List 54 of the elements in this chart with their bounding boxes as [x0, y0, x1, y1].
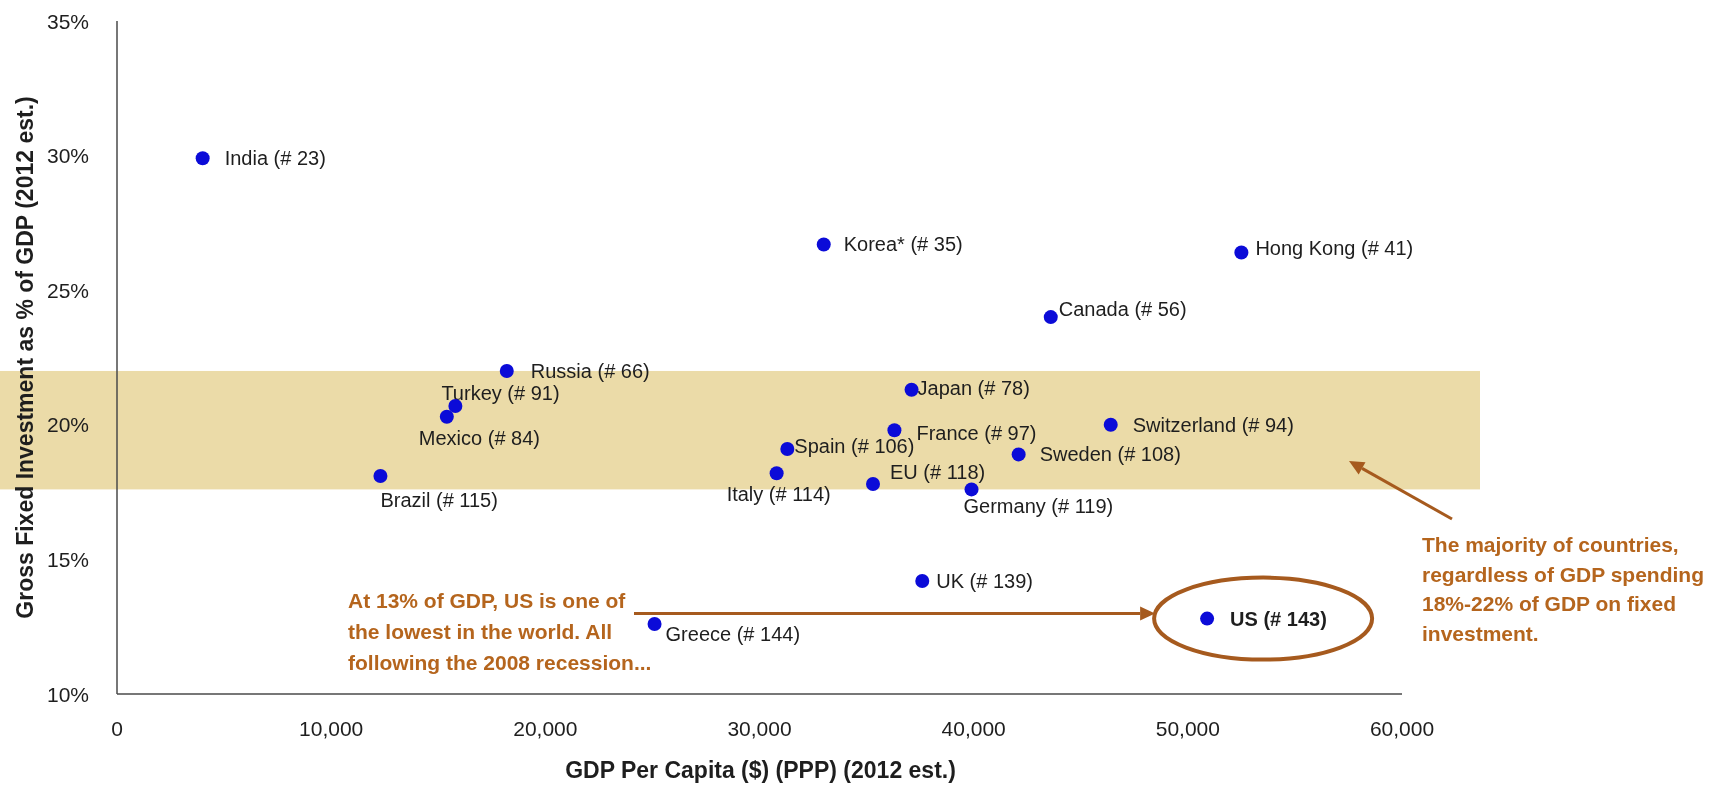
point	[780, 442, 795, 457]
x-tick-label: 40,000	[941, 716, 1006, 740]
point	[439, 409, 454, 424]
annotation: Brazil (# 115)	[380, 488, 498, 511]
annotation: Italy (# 114)	[726, 483, 831, 506]
point	[373, 468, 388, 483]
point	[1234, 245, 1249, 260]
annotation: UK (# 139)	[936, 569, 1033, 592]
point	[499, 363, 514, 378]
annotation: Korea* (# 35)	[843, 233, 963, 256]
point	[915, 573, 930, 588]
x-tick-label: 20,000	[513, 716, 578, 740]
point	[195, 151, 210, 166]
point	[887, 423, 902, 438]
y-axis-title: Gross Fixed Investment as % of GDP (2012 est.)	[12, 96, 38, 619]
point	[866, 477, 881, 492]
point	[1043, 310, 1058, 325]
x-tick-label: 50,000	[1155, 716, 1220, 740]
annotation: US (# 143)	[1230, 607, 1327, 630]
annotation: Turkey (# 91)	[441, 381, 560, 404]
point	[1103, 417, 1118, 432]
x-tick-label: 60,000	[1369, 716, 1435, 740]
y-tick-label: 20%	[46, 413, 89, 437]
annotation: Germany (# 119)	[963, 495, 1114, 518]
annotation: EU (# 118)	[890, 461, 986, 484]
x-tick-label: 10,000	[299, 716, 364, 740]
x-tick-label: 0	[111, 716, 123, 740]
annotation: Mexico (# 84)	[418, 426, 540, 449]
point	[647, 617, 662, 632]
band-label: The majority of countries, regardless of GDP spending 18%-22% of GDP on fixed investment.	[1422, 532, 1705, 645]
point	[1200, 611, 1215, 626]
y-tick-label: 15%	[46, 547, 89, 571]
annotation: At 13% of GDP, US is one of the lowest in the world. All following the 2008 recession...	[348, 588, 652, 674]
point	[769, 466, 784, 481]
point	[904, 382, 919, 397]
x-axis-title: GDP Per Capita ($) (PPP) (2012 est.)	[565, 757, 956, 783]
annotation: Spain (# 106)	[794, 435, 915, 458]
annotation: Hong Kong (# 41)	[1255, 236, 1414, 259]
y-tick-label: 10%	[46, 682, 89, 706]
annotation: Sweden (# 108)	[1039, 443, 1181, 466]
y-tick-label: 35%	[46, 9, 89, 33]
point	[964, 482, 979, 497]
annotation: Canada (# 56)	[1058, 298, 1187, 321]
y-tick-label: 25%	[46, 278, 89, 302]
annotation: Switzerland (# 94)	[1132, 413, 1294, 436]
annotation: Japan (# 78)	[917, 376, 1030, 399]
point	[1011, 447, 1026, 462]
annotation: Russia (# 66)	[530, 359, 650, 382]
y-tick-label: 30%	[46, 144, 89, 168]
x-tick-label: 30,000	[727, 716, 792, 740]
annotation: Greece (# 144)	[665, 623, 801, 646]
annotation: France (# 97)	[916, 422, 1037, 445]
annotation: India (# 23)	[224, 147, 326, 170]
point	[816, 237, 831, 252]
